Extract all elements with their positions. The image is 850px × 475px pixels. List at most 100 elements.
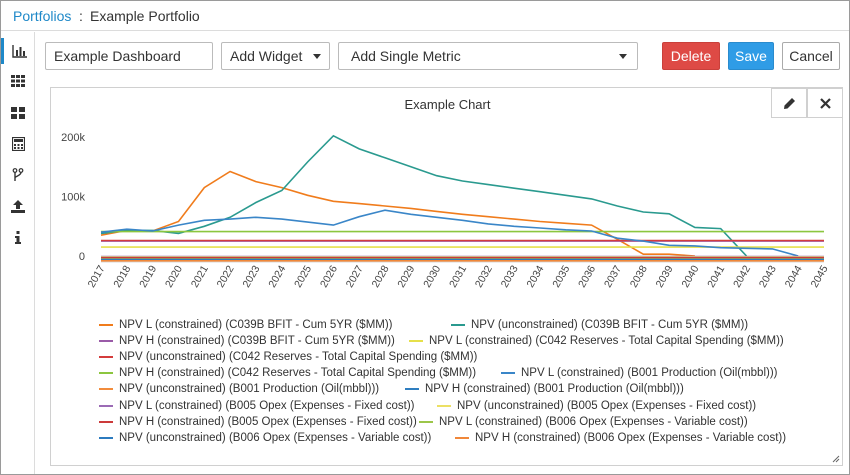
x-tick-label: 2020 — [163, 263, 185, 289]
series-line-0 — [100, 170, 695, 257]
legend-label: NPV H (constrained) (C039B BFIT - Cum 5Y… — [119, 335, 395, 348]
x-tick-label: 2028 — [370, 263, 392, 289]
legend-item[interactable]: NPV (unconstrained) (B006 Opex (Expenses… — [99, 432, 431, 444]
legend-item[interactable]: NPV H (constrained) (B005 Opex (Expenses… — [99, 416, 417, 428]
x-tick-label: 2035 — [550, 263, 572, 289]
chart-widget: Example Chart 0 100k 200k 2017 2018 2019 2020… — [50, 87, 843, 466]
x-tick-label: 2025 — [292, 263, 314, 289]
tiles-icon — [11, 107, 25, 119]
main-content: Add Widget Add Single Metric Delete Save… — [36, 32, 849, 474]
legend-label: NPV L (constrained) (B006 Opex (Expenses… — [439, 415, 748, 428]
resize-handle-icon[interactable] — [832, 455, 840, 463]
x-tick-label: 2022 — [215, 263, 237, 289]
legend-label: NPV L (constrained) (B001 Production (Oi… — [521, 367, 778, 380]
x-tick-label: 2029 — [395, 263, 417, 289]
x-tick-label: 2042 — [731, 263, 753, 289]
x-tick-label: 2040 — [679, 263, 701, 289]
x-tick-label: 2044 — [783, 263, 805, 289]
sidebar-item-branch[interactable] — [1, 162, 35, 188]
chart-title: Example Chart — [404, 97, 491, 112]
add-metric-dropdown[interactable]: Add Single Metric — [338, 42, 638, 70]
branch-icon — [12, 168, 24, 181]
legend-swatch — [99, 404, 113, 407]
legend-item[interactable]: NPV L (constrained) (B005 Opex (Expenses… — [99, 400, 415, 412]
legend-item[interactable]: NPV L (constrained) (C039B BFIT - Cum 5Y… — [99, 319, 393, 331]
x-tick-label: 2031 — [447, 263, 469, 289]
x-tick-label: 2019 — [137, 263, 159, 289]
add-widget-dropdown[interactable]: Add Widget — [221, 42, 330, 70]
legend-label: NPV L (constrained) (B005 Opex (Expenses… — [119, 399, 415, 412]
bar-chart-icon — [11, 45, 27, 58]
x-tick-label: 2030 — [421, 263, 443, 289]
legend-label: NPV L (constrained) (C042 Reserves - Tot… — [429, 335, 784, 348]
legend-label: NPV (unconstrained) (C039B BFIT - Cum 5Y… — [471, 319, 749, 331]
legend-item[interactable]: NPV H (constrained) (B001 Production (Oi… — [405, 383, 684, 395]
breadcrumb-separator: : — [79, 8, 83, 24]
x-tick-label: 2034 — [524, 263, 546, 289]
x-tick-label: 2043 — [757, 263, 779, 289]
sidebar-item-info[interactable] — [1, 224, 35, 250]
cancel-button[interactable]: Cancel — [782, 42, 840, 70]
dashboard-name-input[interactable] — [45, 42, 213, 70]
legend-item[interactable]: NPV H (constrained) (C039B BFIT - Cum 5Y… — [99, 335, 395, 347]
legend-label: NPV H (constrained) (B001 Production (Oi… — [425, 383, 684, 396]
x-tick-label: 2045 — [809, 263, 831, 289]
legend-swatch — [451, 324, 465, 326]
legend-item[interactable]: NPV L (constrained) (B001 Production (Oi… — [501, 367, 778, 379]
series-line-1 — [100, 134, 748, 257]
legend-label: NPV (unconstrained) (B006 Opex (Expenses… — [119, 431, 432, 444]
legend-swatch — [99, 436, 113, 439]
legend-label: NPV H (constrained) (C042 Reserves - Tot… — [119, 367, 477, 380]
x-tick-label: 2026 — [318, 263, 340, 289]
series-line-6 — [100, 209, 799, 257]
legend-label: NPV (unconstrained) (B005 Opex (Expenses… — [457, 399, 757, 412]
legend-label: NPV L (constrained) (C039B BFIT - Cum 5Y… — [119, 319, 393, 331]
legend-swatch — [409, 340, 423, 343]
close-icon — [819, 97, 831, 109]
x-tick-label: 2032 — [473, 263, 495, 289]
add-metric-label: Add Single Metric — [351, 48, 461, 64]
edit-chart-button[interactable] — [771, 88, 807, 118]
legend-label: NPV (unconstrained) (C042 Reserves - Tot… — [119, 351, 478, 364]
x-tick-label: 2023 — [240, 263, 262, 289]
legend-item[interactable]: NPV (unconstrained) (B001 Production (Oi… — [99, 383, 379, 395]
y-tick-label: 200k — [61, 132, 85, 144]
delete-button[interactable]: Delete — [662, 42, 720, 70]
x-tick-label: 2027 — [344, 263, 366, 289]
legend-swatch — [99, 324, 113, 326]
legend-swatch — [99, 340, 113, 343]
breadcrumb-portfolios-link[interactable]: Portfolios — [13, 8, 72, 24]
x-tick-label: 2017 — [86, 263, 108, 289]
legend-item[interactable]: NPV (unconstrained) (C039B BFIT - Cum 5Y… — [451, 319, 748, 331]
x-tick-label: 2038 — [628, 263, 650, 289]
legend-swatch — [455, 436, 469, 439]
sidebar-item-dashboard[interactable] — [1, 38, 35, 64]
y-tick-label: 0 — [79, 251, 85, 263]
legend-item[interactable]: NPV H (constrained) (B006 Opex (Expenses… — [455, 432, 786, 444]
x-tick-label: 2021 — [189, 263, 211, 289]
sidebar-item-upload[interactable] — [1, 193, 35, 219]
legend-item[interactable]: NPV L (constrained) (B006 Opex (Expenses… — [419, 416, 748, 428]
legend-label: NPV (unconstrained) (B001 Production (Oi… — [119, 383, 380, 396]
x-tick-label: 2033 — [499, 263, 521, 289]
y-tick-label: 100k — [61, 192, 85, 204]
save-button[interactable]: Save — [728, 42, 774, 70]
sidebar-item-tiles[interactable] — [1, 100, 35, 126]
legend-swatch — [99, 420, 113, 423]
legend-item[interactable]: NPV (unconstrained) (B005 Opex (Expenses… — [437, 400, 756, 412]
sidebar-item-calculator[interactable] — [1, 131, 35, 157]
sidebar — [1, 32, 35, 474]
x-tick-label: 2037 — [602, 263, 624, 289]
close-chart-button[interactable] — [807, 88, 843, 118]
legend-swatch — [419, 420, 433, 423]
sidebar-item-grid[interactable] — [1, 68, 35, 94]
grid-icon — [11, 75, 25, 87]
legend-item[interactable]: NPV L (constrained) (C042 Reserves - Tot… — [409, 335, 784, 347]
legend-item[interactable]: NPV H (constrained) (C042 Reserves - Tot… — [99, 367, 476, 379]
legend-swatch — [501, 372, 515, 375]
x-tick-label: 2039 — [654, 263, 676, 289]
x-tick-label: 2041 — [705, 263, 727, 289]
upload-icon — [11, 199, 25, 213]
legend-item[interactable]: NPV (unconstrained) (C042 Reserves - Tot… — [99, 351, 477, 363]
